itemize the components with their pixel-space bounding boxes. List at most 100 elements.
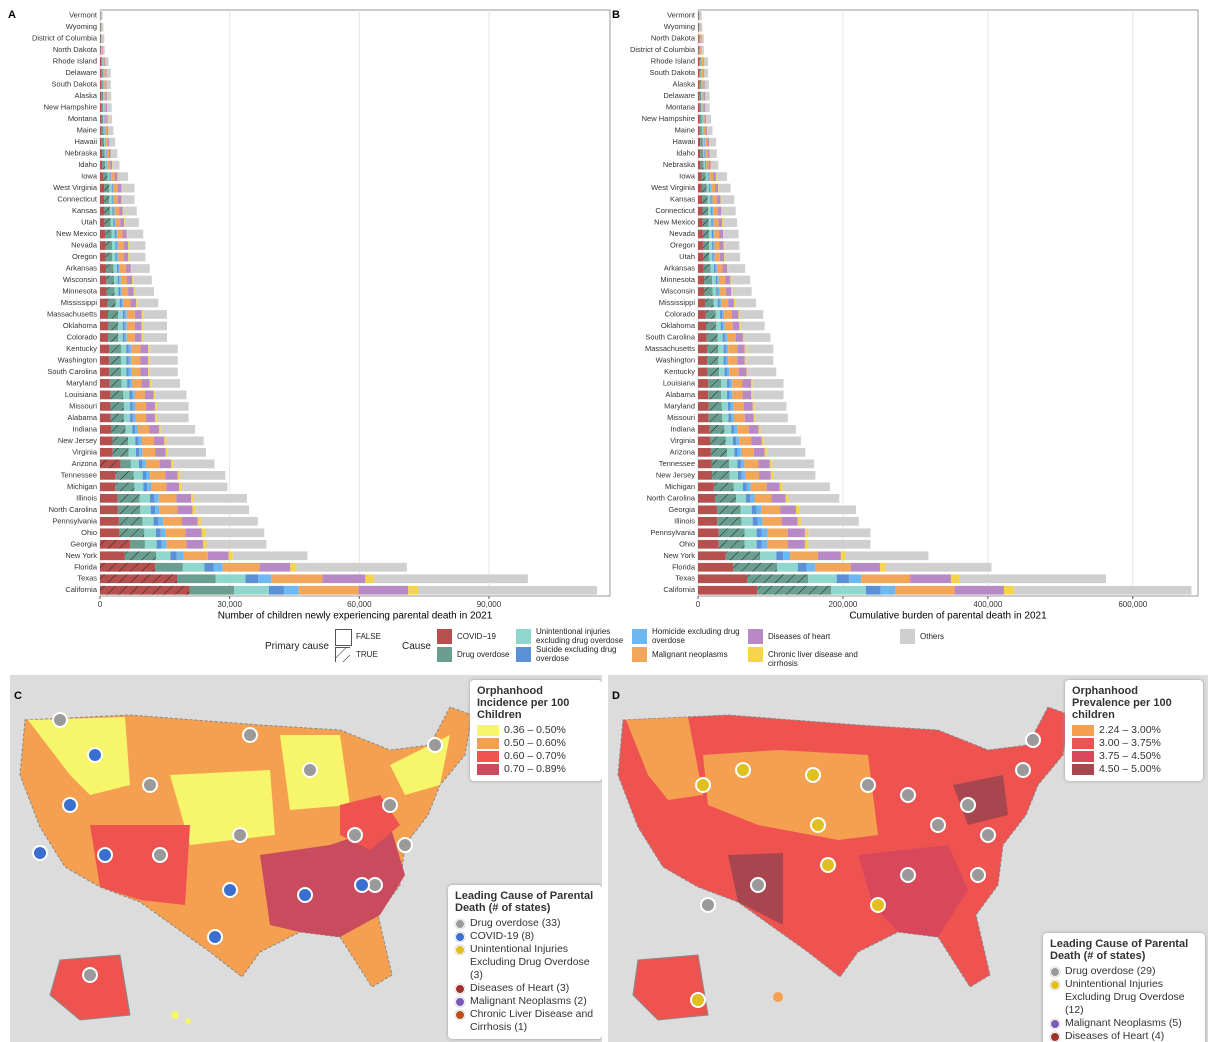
legend-item: Drug overdose (33) bbox=[455, 917, 595, 930]
bar-segment bbox=[123, 241, 129, 250]
y-tick-label: Kansas bbox=[72, 206, 97, 215]
bar-segment bbox=[149, 425, 159, 434]
bar-segment bbox=[728, 402, 731, 411]
bar-segment bbox=[704, 57, 709, 67]
bar-segment bbox=[751, 436, 762, 446]
bar-segment bbox=[698, 252, 704, 262]
y-tick-label: Montana bbox=[666, 103, 696, 112]
bar-segment bbox=[751, 505, 757, 515]
bar-segment bbox=[698, 206, 703, 216]
legend-item: 0.60 – 0.70% bbox=[477, 750, 595, 763]
hatch bbox=[706, 333, 718, 342]
legend-icon bbox=[1050, 980, 1060, 990]
hatch bbox=[101, 80, 103, 90]
bar-segment bbox=[126, 333, 135, 342]
bar-segment bbox=[121, 287, 129, 296]
bar-segment bbox=[788, 493, 840, 503]
bar-segment bbox=[259, 562, 291, 572]
bar-segment bbox=[722, 264, 728, 273]
bar-segment bbox=[195, 505, 250, 515]
bar-segment bbox=[143, 482, 148, 492]
hatch bbox=[104, 218, 111, 227]
bar-segment bbox=[722, 413, 729, 423]
hatch bbox=[699, 68, 701, 78]
bar-segment bbox=[134, 287, 155, 296]
bar-segment bbox=[706, 114, 712, 124]
bar-segment bbox=[182, 562, 205, 572]
bar-segment bbox=[698, 218, 703, 227]
legend-label: Unintentional Injuries Excluding Drug Ov… bbox=[1065, 978, 1185, 1016]
bar-segment bbox=[130, 459, 139, 469]
bar-segment bbox=[724, 252, 741, 262]
bar-segment bbox=[698, 333, 707, 342]
bar-segment bbox=[704, 137, 705, 147]
bar-segment bbox=[170, 551, 177, 561]
y-tick-label: Kansas bbox=[670, 195, 695, 204]
hatch bbox=[699, 91, 702, 101]
bar-segment bbox=[142, 516, 154, 526]
bar-segment bbox=[742, 379, 752, 388]
bar-segment bbox=[113, 264, 117, 273]
bar-segment bbox=[148, 367, 150, 377]
bar-segment bbox=[166, 482, 180, 492]
bar-segment bbox=[721, 298, 729, 308]
bar-segment bbox=[716, 172, 727, 181]
legend-label: Unintentional Injuries Excluding Drug Ov… bbox=[470, 943, 590, 981]
bar-segment bbox=[755, 413, 788, 423]
hatch bbox=[106, 275, 115, 285]
bar-segment bbox=[698, 367, 708, 377]
hatch bbox=[704, 275, 713, 285]
y-tick-label: Vermont bbox=[667, 11, 696, 20]
bar-segment bbox=[158, 516, 164, 526]
legend-label: 0.70 – 0.89% bbox=[504, 763, 566, 775]
bar-segment bbox=[118, 321, 123, 331]
hatch bbox=[698, 22, 700, 32]
bar-segment bbox=[100, 482, 116, 492]
bar-segment bbox=[746, 367, 749, 377]
bar-segment bbox=[766, 448, 806, 457]
bar-segment bbox=[698, 287, 705, 296]
bar-segment bbox=[705, 91, 710, 101]
bar-segment bbox=[724, 367, 727, 377]
bar-segment bbox=[734, 448, 738, 457]
bar-segment bbox=[232, 551, 308, 561]
bar-segment bbox=[100, 321, 109, 331]
y-tick-label: Nevada bbox=[669, 229, 696, 238]
bar-segment bbox=[142, 470, 147, 480]
legend-label: Homicide excluding drug overdose bbox=[652, 627, 740, 645]
bar-segment bbox=[701, 45, 702, 55]
bar-segment bbox=[704, 114, 707, 124]
y-tick-label: New Mexico bbox=[654, 218, 695, 227]
bar-segment bbox=[114, 287, 119, 296]
y-tick-label: Rhode Island bbox=[53, 57, 97, 66]
bar-segment bbox=[717, 333, 723, 342]
hatch bbox=[101, 68, 103, 78]
bar-segment bbox=[1003, 585, 1014, 595]
hatch bbox=[702, 206, 709, 216]
bar-segment bbox=[153, 516, 159, 526]
bar-segment bbox=[698, 103, 700, 113]
bar-segment bbox=[722, 333, 725, 342]
bar-segment bbox=[701, 91, 702, 101]
legend-swatch bbox=[437, 629, 452, 644]
hatch bbox=[707, 356, 719, 365]
hatch bbox=[701, 172, 706, 181]
hatch bbox=[708, 390, 722, 400]
bar-segment bbox=[744, 344, 747, 354]
bar-segment bbox=[130, 413, 133, 423]
hatch bbox=[104, 206, 110, 216]
legend-icon bbox=[455, 997, 465, 1007]
bar-segment bbox=[134, 310, 142, 319]
bar-segment bbox=[100, 206, 105, 216]
bar-segment bbox=[728, 264, 746, 273]
bar-segment bbox=[743, 402, 753, 411]
bar-segment bbox=[132, 275, 134, 285]
bar-segment bbox=[700, 11, 702, 21]
bar-segment bbox=[164, 436, 167, 446]
bar-segment bbox=[110, 172, 112, 181]
y-tick-label: Washington bbox=[58, 355, 97, 364]
bar-segment bbox=[754, 402, 787, 411]
y-tick-label: Delaware bbox=[65, 68, 97, 77]
bar-segment bbox=[106, 114, 108, 124]
bar-segment bbox=[761, 539, 767, 549]
